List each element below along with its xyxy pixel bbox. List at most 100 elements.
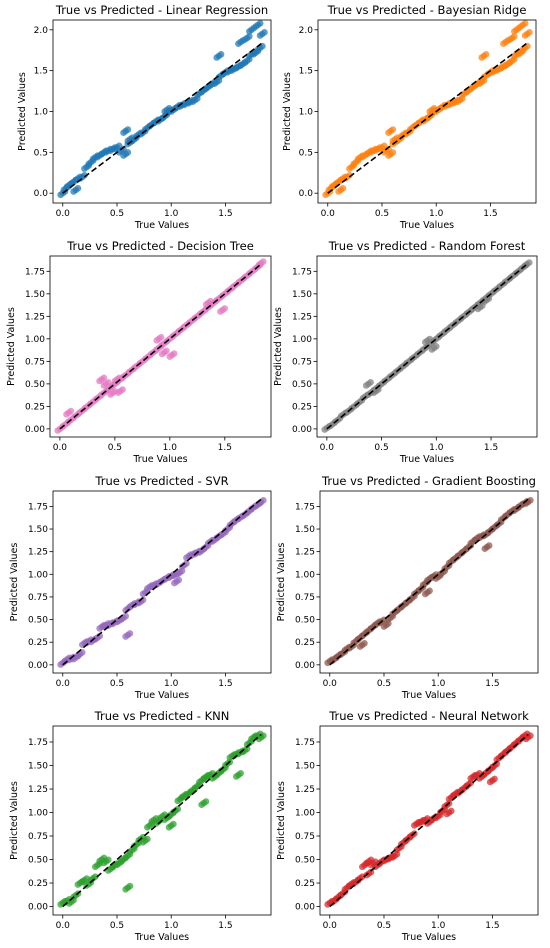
data-point — [174, 805, 182, 813]
y-tick-label: 1.50 — [25, 290, 45, 300]
y-tick-label: 1.00 — [28, 809, 48, 819]
data-point — [246, 33, 253, 40]
x-tick-label: 1.5 — [218, 921, 232, 931]
data-point — [260, 497, 267, 504]
y-tick-label: 0.00 — [295, 903, 315, 913]
data-point — [105, 379, 112, 386]
y-tick-label: 1.25 — [292, 312, 312, 322]
y-tick-label: 1.50 — [292, 290, 312, 300]
data-point — [126, 882, 134, 890]
x-axis-label: True Values — [134, 690, 189, 701]
x-tick-label: 0.0 — [53, 443, 68, 453]
data-point — [144, 835, 151, 843]
data-point — [67, 407, 75, 415]
y-tick-label: 0.5 — [34, 148, 48, 158]
y-axis-label: Predicted Values — [276, 781, 287, 860]
scatter-points — [324, 497, 534, 667]
y-tick-label: 0.25 — [295, 638, 315, 648]
x-tick-label: 1.0 — [164, 679, 179, 689]
x-axis-label: True Values — [134, 220, 189, 231]
x-tick-label: 1.0 — [431, 679, 446, 689]
x-tick-label: 0.5 — [375, 209, 389, 219]
data-point — [202, 798, 210, 805]
x-tick-label: 0.5 — [110, 679, 124, 689]
y-tick-label: 0.25 — [25, 402, 45, 412]
reference-line — [327, 43, 527, 194]
data-point — [511, 33, 518, 40]
y-tick-label: 0.25 — [292, 402, 312, 412]
data-point — [256, 20, 264, 27]
y-axis-label: Predicted Values — [276, 543, 287, 622]
x-axis-label: True Values — [134, 932, 189, 943]
chart-panel: True vs Predicted - Bayesian Ridge 0.0 0.5… — [282, 3, 537, 231]
y-tick-label: 0.50 — [28, 616, 48, 626]
data-point — [393, 134, 401, 141]
y-tick-label: 0.25 — [28, 879, 48, 889]
data-point — [361, 640, 368, 647]
x-tick-label: 0.5 — [110, 209, 124, 219]
data-point — [346, 172, 353, 179]
y-tick-label: 1.00 — [25, 335, 45, 345]
plot-frame — [316, 255, 538, 438]
y-tick-label: 1.75 — [25, 267, 45, 277]
reference-line — [62, 733, 262, 908]
y-tick-label: 1.25 — [28, 548, 48, 558]
reference-line — [329, 498, 529, 666]
y-tick-label: 0.75 — [28, 593, 48, 603]
x-tick-label: 1.0 — [429, 209, 444, 219]
plot-frame — [52, 490, 272, 674]
x-tick-label: 1.5 — [218, 679, 232, 689]
y-tick-label: 0.25 — [295, 879, 315, 889]
x-tick-label: 0.0 — [320, 443, 335, 453]
x-axis-label: True Values — [132, 454, 187, 465]
data-point — [92, 873, 99, 880]
y-tick-label: 1.5 — [34, 67, 48, 77]
data-point — [124, 126, 132, 133]
chart-title: True vs Predicted - Decision Tree — [66, 239, 254, 253]
x-tick-label: 1.0 — [163, 443, 178, 453]
data-point — [116, 374, 123, 382]
x-tick-label: 1.5 — [483, 209, 497, 219]
x-tick-label: 0.0 — [323, 679, 338, 689]
chart-panel: True vs Predicted - Random Forest 0.0 0.5 1… — [273, 239, 538, 465]
data-point — [260, 258, 267, 265]
data-point — [124, 149, 132, 156]
y-tick-label: 1.00 — [28, 570, 48, 580]
chart-panel: True vs Predicted - KNN 0.0 0.5 1.0 1.5 0.00 0… — [9, 709, 272, 943]
plot-frame — [52, 725, 272, 916]
y-tick-label: 1.75 — [292, 267, 312, 277]
y-tick-label: 1.75 — [295, 502, 315, 512]
y-axis-label: Predicted Values — [273, 307, 284, 386]
data-point — [237, 770, 244, 777]
y-tick-label: 0.00 — [292, 425, 312, 435]
data-point — [217, 51, 225, 58]
chart-title: True vs Predicted - KNN — [94, 709, 230, 723]
y-tick-label: 0.00 — [28, 661, 48, 671]
x-axis-label: True Values — [401, 690, 456, 701]
chart-panel: True vs Predicted - Gradient Boosting 0.0… — [276, 474, 539, 701]
data-point — [430, 105, 438, 112]
data-point — [389, 149, 397, 156]
data-point — [527, 497, 534, 504]
data-point — [526, 29, 533, 36]
data-point — [105, 856, 112, 864]
x-tick-label: 0.5 — [108, 443, 122, 453]
data-point — [170, 820, 177, 828]
y-tick-label: 0.50 — [292, 380, 312, 390]
y-axis-label: Predicted Values — [9, 543, 20, 622]
y-tick-label: 1.25 — [28, 785, 48, 795]
plot-frame — [49, 255, 272, 438]
x-tick-label: 0.5 — [374, 443, 388, 453]
reference-line — [59, 263, 262, 430]
x-tick-label: 1.0 — [429, 443, 444, 453]
chart-panel: True vs Predicted - Neural Network 0.0 0.5… — [276, 709, 539, 943]
plot-frame — [319, 725, 539, 916]
x-tick-label: 0.5 — [377, 679, 391, 689]
data-point — [521, 20, 529, 27]
reference-line — [329, 733, 529, 908]
y-tick-label: 1.50 — [28, 761, 48, 771]
y-tick-label: 1.50 — [295, 525, 315, 535]
data-point — [119, 386, 126, 393]
y-tick-label: 1.0 — [34, 108, 49, 118]
